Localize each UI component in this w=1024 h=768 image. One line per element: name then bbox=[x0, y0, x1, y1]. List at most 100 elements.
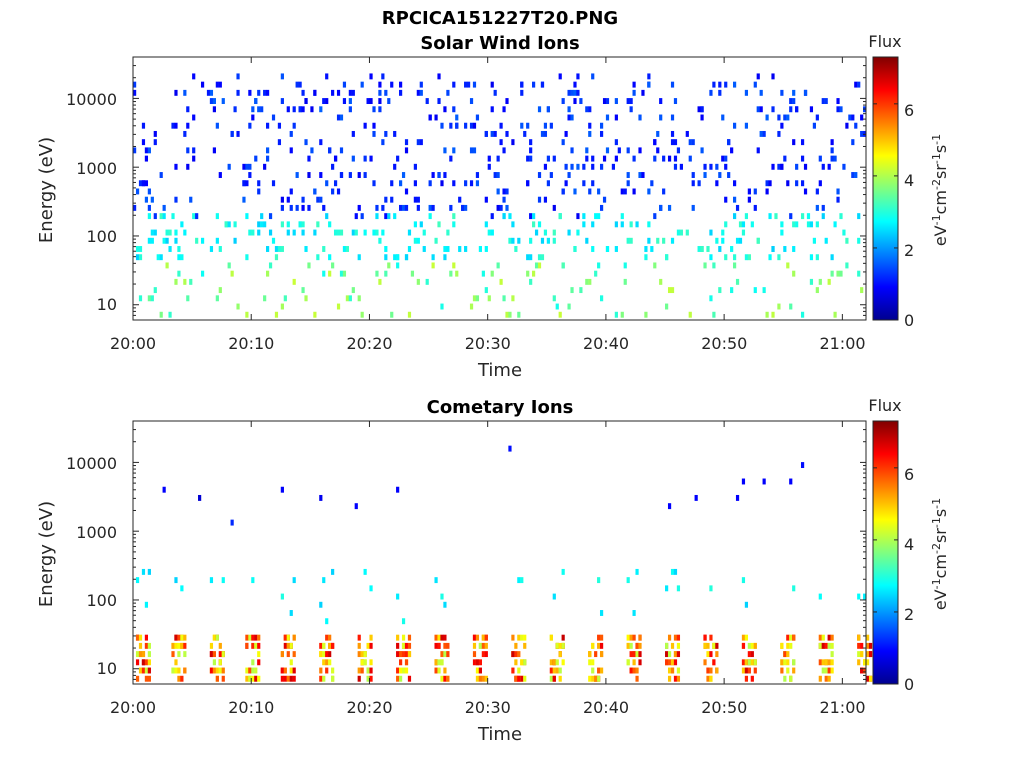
heatmap-cell bbox=[251, 659, 255, 666]
heatmap-cell bbox=[236, 89, 240, 96]
heatmap-cell bbox=[150, 229, 154, 236]
heatmap-cell bbox=[821, 98, 825, 105]
colorbar-tick-label: 0 bbox=[904, 675, 914, 694]
heatmap-cell bbox=[419, 139, 423, 146]
heatmap-cell bbox=[472, 81, 477, 88]
x-tick-label: 20:40 bbox=[583, 698, 629, 717]
heatmap-cell bbox=[576, 213, 580, 220]
heatmap-cell bbox=[431, 204, 435, 211]
heatmap-cell bbox=[529, 139, 533, 146]
heatmap-cell bbox=[543, 130, 548, 137]
heatmap-cell bbox=[549, 667, 553, 674]
heatmap-cell bbox=[863, 667, 867, 674]
heatmap-cell bbox=[845, 122, 849, 129]
heatmap-cell bbox=[135, 651, 140, 658]
heatmap-cell bbox=[688, 139, 692, 146]
heatmap-cell bbox=[564, 163, 568, 170]
heatmap-cell bbox=[532, 81, 536, 88]
heatmap-cell bbox=[218, 81, 222, 88]
heatmap-cell bbox=[138, 667, 143, 674]
colorbar-tick-label: 6 bbox=[904, 465, 914, 484]
heatmap-cell bbox=[803, 89, 808, 96]
heatmap-cell bbox=[508, 213, 512, 220]
heatmap-cell bbox=[396, 642, 400, 649]
heatmap-cell bbox=[381, 204, 385, 211]
heatmap-cell bbox=[325, 634, 329, 641]
heatmap-cell bbox=[393, 163, 397, 170]
heatmap-cell bbox=[396, 262, 400, 269]
heatmap-cell bbox=[363, 568, 367, 575]
heatmap-cell bbox=[789, 675, 793, 682]
heatmap-cell bbox=[830, 651, 834, 658]
heatmap-cell bbox=[815, 188, 819, 195]
heatmap-cell bbox=[540, 237, 545, 244]
heatmap-cell bbox=[266, 147, 270, 154]
heatmap-cell bbox=[245, 254, 249, 261]
heatmap-cell bbox=[673, 155, 678, 162]
heatmap-cell bbox=[464, 81, 468, 88]
heatmap-cell bbox=[750, 221, 754, 228]
heatmap-cell bbox=[685, 229, 689, 236]
heatmap-cell bbox=[478, 667, 482, 674]
heatmap-cell bbox=[650, 246, 654, 252]
heatmap-cell bbox=[508, 311, 512, 318]
heatmap-cell bbox=[292, 667, 296, 674]
heatmap-cell bbox=[369, 675, 373, 682]
heatmap-cell bbox=[511, 139, 515, 146]
heatmap-cell bbox=[540, 81, 545, 88]
heatmap-cell bbox=[514, 651, 518, 658]
heatmap-cell bbox=[289, 642, 293, 649]
heatmap-cell bbox=[670, 287, 675, 294]
heatmap-cell bbox=[316, 221, 320, 228]
heatmap-cell bbox=[263, 221, 267, 228]
heatmap-cell bbox=[461, 204, 465, 211]
heatmap-cell bbox=[147, 675, 151, 682]
heatmap-cell bbox=[667, 651, 672, 658]
heatmap-cell bbox=[827, 659, 831, 666]
heatmap-cell bbox=[325, 180, 329, 187]
heatmap-cell bbox=[529, 155, 533, 162]
heatmap-cell bbox=[830, 659, 834, 666]
heatmap-cell bbox=[780, 642, 784, 649]
heatmap-cell bbox=[490, 81, 494, 88]
heatmap-cell bbox=[416, 196, 420, 203]
heatmap-cell bbox=[777, 303, 781, 310]
heatmap-cell bbox=[396, 155, 400, 162]
heatmap-cell bbox=[821, 642, 825, 649]
heatmap-cell bbox=[268, 213, 273, 220]
heatmap-cell bbox=[342, 81, 347, 88]
heatmap-cell bbox=[138, 246, 143, 252]
heatmap-cell bbox=[292, 106, 296, 113]
heatmap-cell bbox=[836, 98, 840, 105]
heatmap-cell bbox=[227, 221, 231, 228]
heatmap-cell bbox=[375, 229, 379, 236]
heatmap-cell bbox=[257, 651, 261, 658]
heatmap-cell bbox=[514, 659, 518, 666]
heatmap-cell bbox=[393, 254, 397, 261]
heatmap-cell bbox=[209, 651, 214, 658]
heatmap-cell bbox=[558, 642, 562, 649]
heatmap-cell bbox=[667, 634, 672, 641]
heatmap-cell bbox=[676, 667, 681, 674]
heatmap-cell bbox=[443, 642, 447, 649]
heatmap-cell bbox=[416, 278, 420, 285]
heatmap-cell bbox=[629, 98, 633, 105]
heatmap-cell bbox=[750, 675, 754, 682]
heatmap-cell bbox=[617, 147, 621, 154]
heatmap-cell bbox=[747, 667, 751, 674]
heatmap-cell bbox=[248, 229, 252, 236]
heatmap-cell bbox=[446, 229, 450, 236]
heatmap-cell bbox=[289, 204, 293, 211]
heatmap-cell bbox=[694, 494, 698, 501]
heatmap-cell bbox=[286, 651, 290, 658]
heatmap-cell bbox=[449, 204, 453, 211]
heatmap-cell bbox=[555, 659, 559, 666]
heatmap-cell bbox=[824, 642, 828, 649]
heatmap-cell bbox=[399, 180, 403, 187]
heatmap-cell bbox=[676, 229, 681, 236]
heatmap-cell bbox=[774, 213, 778, 220]
heatmap-cell bbox=[257, 89, 261, 96]
heatmap-cell bbox=[446, 89, 450, 96]
heatmap-cell bbox=[809, 106, 814, 113]
heatmap-cell bbox=[404, 651, 409, 658]
